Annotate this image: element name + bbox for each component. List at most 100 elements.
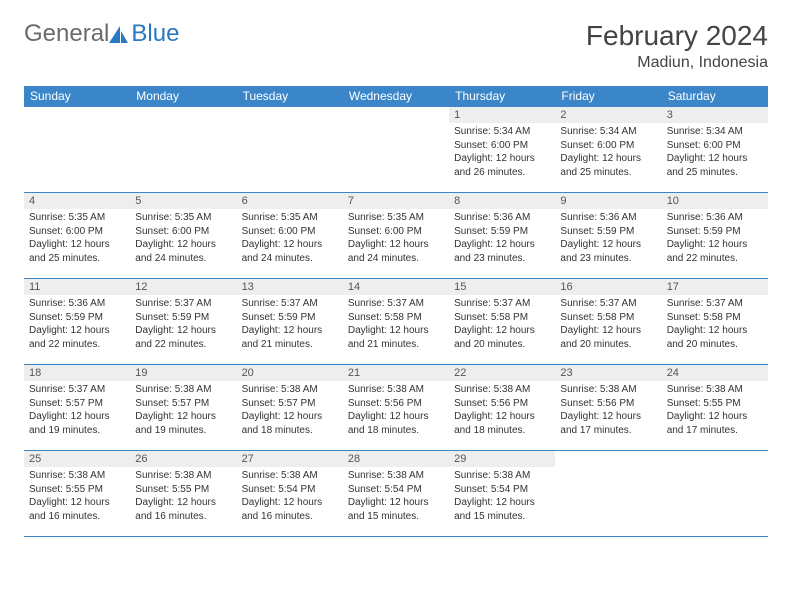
day-details: Sunrise: 5:38 AMSunset: 5:56 PMDaylight:…	[449, 381, 555, 441]
day-number: 10	[662, 193, 768, 209]
day-details: Sunrise: 5:37 AMSunset: 5:58 PMDaylight:…	[343, 295, 449, 355]
day-details: Sunrise: 5:36 AMSunset: 5:59 PMDaylight:…	[662, 209, 768, 269]
calendar-day-cell: 19Sunrise: 5:38 AMSunset: 5:57 PMDayligh…	[130, 365, 236, 451]
calendar-day-cell	[24, 107, 130, 193]
calendar-day-cell: 24Sunrise: 5:38 AMSunset: 5:55 PMDayligh…	[662, 365, 768, 451]
day-number: 27	[237, 451, 343, 467]
calendar-day-cell	[343, 107, 449, 193]
calendar-day-cell: 12Sunrise: 5:37 AMSunset: 5:59 PMDayligh…	[130, 279, 236, 365]
day-number: 11	[24, 279, 130, 295]
weekday-header: Sunday	[24, 86, 130, 107]
calendar-day-cell	[130, 107, 236, 193]
day-details: Sunrise: 5:35 AMSunset: 6:00 PMDaylight:…	[343, 209, 449, 269]
day-number: 24	[662, 365, 768, 381]
page-title: February 2024	[586, 20, 768, 52]
day-number: 28	[343, 451, 449, 467]
calendar-day-cell: 20Sunrise: 5:38 AMSunset: 5:57 PMDayligh…	[237, 365, 343, 451]
weekday-header: Wednesday	[343, 86, 449, 107]
day-number: 26	[130, 451, 236, 467]
day-number: 1	[449, 107, 555, 123]
weekday-header: Thursday	[449, 86, 555, 107]
day-number: 23	[555, 365, 661, 381]
day-number: 21	[343, 365, 449, 381]
day-details: Sunrise: 5:37 AMSunset: 5:59 PMDaylight:…	[130, 295, 236, 355]
header: General Blue February 2024 Madiun, Indon…	[24, 20, 768, 72]
day-number: 17	[662, 279, 768, 295]
day-details: Sunrise: 5:38 AMSunset: 5:55 PMDaylight:…	[24, 467, 130, 527]
day-number: 25	[24, 451, 130, 467]
calendar-day-cell: 1Sunrise: 5:34 AMSunset: 6:00 PMDaylight…	[449, 107, 555, 193]
day-details: Sunrise: 5:37 AMSunset: 5:58 PMDaylight:…	[555, 295, 661, 355]
day-number: 14	[343, 279, 449, 295]
calendar-day-cell: 18Sunrise: 5:37 AMSunset: 5:57 PMDayligh…	[24, 365, 130, 451]
calendar-head: SundayMondayTuesdayWednesdayThursdayFrid…	[24, 86, 768, 107]
day-number: 19	[130, 365, 236, 381]
calendar-day-cell: 3Sunrise: 5:34 AMSunset: 6:00 PMDaylight…	[662, 107, 768, 193]
day-number: 8	[449, 193, 555, 209]
calendar-day-cell: 14Sunrise: 5:37 AMSunset: 5:58 PMDayligh…	[343, 279, 449, 365]
calendar-day-cell	[662, 451, 768, 537]
logo-text-2: Blue	[131, 20, 179, 48]
day-number: 4	[24, 193, 130, 209]
calendar-day-cell: 8Sunrise: 5:36 AMSunset: 5:59 PMDaylight…	[449, 193, 555, 279]
calendar-day-cell: 27Sunrise: 5:38 AMSunset: 5:54 PMDayligh…	[237, 451, 343, 537]
calendar-day-cell: 23Sunrise: 5:38 AMSunset: 5:56 PMDayligh…	[555, 365, 661, 451]
day-details: Sunrise: 5:38 AMSunset: 5:55 PMDaylight:…	[662, 381, 768, 441]
calendar-day-cell: 4Sunrise: 5:35 AMSunset: 6:00 PMDaylight…	[24, 193, 130, 279]
day-details: Sunrise: 5:37 AMSunset: 5:59 PMDaylight:…	[237, 295, 343, 355]
day-number: 2	[555, 107, 661, 123]
weekday-header: Friday	[555, 86, 661, 107]
calendar-day-cell: 28Sunrise: 5:38 AMSunset: 5:54 PMDayligh…	[343, 451, 449, 537]
day-number: 18	[24, 365, 130, 381]
calendar-day-cell: 10Sunrise: 5:36 AMSunset: 5:59 PMDayligh…	[662, 193, 768, 279]
day-number: 20	[237, 365, 343, 381]
day-details: Sunrise: 5:36 AMSunset: 5:59 PMDaylight:…	[555, 209, 661, 269]
calendar-day-cell: 29Sunrise: 5:38 AMSunset: 5:54 PMDayligh…	[449, 451, 555, 537]
day-number: 9	[555, 193, 661, 209]
day-number: 7	[343, 193, 449, 209]
day-details: Sunrise: 5:35 AMSunset: 6:00 PMDaylight:…	[237, 209, 343, 269]
calendar-day-cell	[555, 451, 661, 537]
calendar-week-row: 1Sunrise: 5:34 AMSunset: 6:00 PMDaylight…	[24, 107, 768, 193]
day-number: 12	[130, 279, 236, 295]
weekday-header: Monday	[130, 86, 236, 107]
day-details: Sunrise: 5:37 AMSunset: 5:58 PMDaylight:…	[662, 295, 768, 355]
location-label: Madiun, Indonesia	[586, 54, 768, 72]
day-details: Sunrise: 5:38 AMSunset: 5:56 PMDaylight:…	[343, 381, 449, 441]
day-details: Sunrise: 5:38 AMSunset: 5:55 PMDaylight:…	[130, 467, 236, 527]
day-details: Sunrise: 5:36 AMSunset: 5:59 PMDaylight:…	[24, 295, 130, 355]
title-block: February 2024 Madiun, Indonesia	[586, 20, 768, 72]
day-details: Sunrise: 5:34 AMSunset: 6:00 PMDaylight:…	[662, 123, 768, 183]
day-number: 29	[449, 451, 555, 467]
calendar-day-cell: 11Sunrise: 5:36 AMSunset: 5:59 PMDayligh…	[24, 279, 130, 365]
calendar-day-cell: 9Sunrise: 5:36 AMSunset: 5:59 PMDaylight…	[555, 193, 661, 279]
day-details: Sunrise: 5:38 AMSunset: 5:56 PMDaylight:…	[555, 381, 661, 441]
calendar-week-row: 18Sunrise: 5:37 AMSunset: 5:57 PMDayligh…	[24, 365, 768, 451]
calendar-week-row: 4Sunrise: 5:35 AMSunset: 6:00 PMDaylight…	[24, 193, 768, 279]
day-details: Sunrise: 5:34 AMSunset: 6:00 PMDaylight:…	[555, 123, 661, 183]
day-details: Sunrise: 5:35 AMSunset: 6:00 PMDaylight:…	[24, 209, 130, 269]
calendar-week-row: 11Sunrise: 5:36 AMSunset: 5:59 PMDayligh…	[24, 279, 768, 365]
day-details: Sunrise: 5:38 AMSunset: 5:57 PMDaylight:…	[237, 381, 343, 441]
day-details: Sunrise: 5:35 AMSunset: 6:00 PMDaylight:…	[130, 209, 236, 269]
calendar-day-cell: 26Sunrise: 5:38 AMSunset: 5:55 PMDayligh…	[130, 451, 236, 537]
day-details: Sunrise: 5:38 AMSunset: 5:54 PMDaylight:…	[449, 467, 555, 527]
logo-text-1: General	[24, 20, 109, 48]
calendar-day-cell: 2Sunrise: 5:34 AMSunset: 6:00 PMDaylight…	[555, 107, 661, 193]
calendar-table: SundayMondayTuesdayWednesdayThursdayFrid…	[24, 86, 768, 537]
day-number: 15	[449, 279, 555, 295]
calendar-day-cell: 25Sunrise: 5:38 AMSunset: 5:55 PMDayligh…	[24, 451, 130, 537]
day-number: 5	[130, 193, 236, 209]
calendar-day-cell: 21Sunrise: 5:38 AMSunset: 5:56 PMDayligh…	[343, 365, 449, 451]
calendar-day-cell: 15Sunrise: 5:37 AMSunset: 5:58 PMDayligh…	[449, 279, 555, 365]
day-number: 3	[662, 107, 768, 123]
day-number: 6	[237, 193, 343, 209]
weekday-header: Saturday	[662, 86, 768, 107]
day-details: Sunrise: 5:36 AMSunset: 5:59 PMDaylight:…	[449, 209, 555, 269]
calendar-day-cell: 5Sunrise: 5:35 AMSunset: 6:00 PMDaylight…	[130, 193, 236, 279]
day-details: Sunrise: 5:34 AMSunset: 6:00 PMDaylight:…	[449, 123, 555, 183]
day-details: Sunrise: 5:38 AMSunset: 5:54 PMDaylight:…	[237, 467, 343, 527]
calendar-day-cell: 6Sunrise: 5:35 AMSunset: 6:00 PMDaylight…	[237, 193, 343, 279]
day-details: Sunrise: 5:37 AMSunset: 5:58 PMDaylight:…	[449, 295, 555, 355]
day-number: 22	[449, 365, 555, 381]
